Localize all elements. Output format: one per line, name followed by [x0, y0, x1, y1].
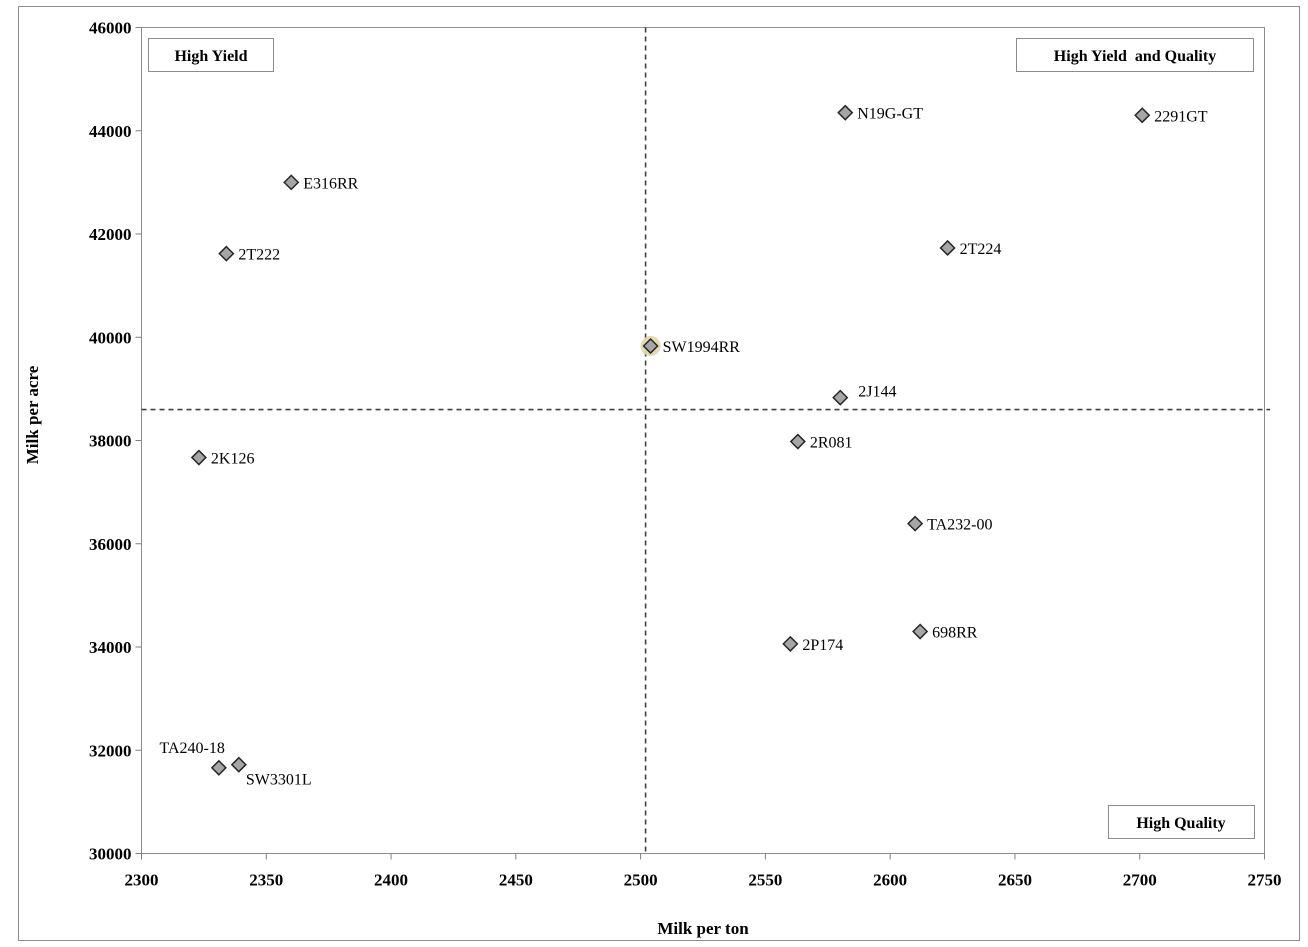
point-label: 2K126	[211, 451, 255, 468]
point-label: N19G-GT	[857, 106, 923, 123]
point-label: 698RR	[932, 625, 978, 642]
point-label: SW3301L	[246, 772, 312, 789]
quadrant-box-top-left	[148, 38, 274, 72]
x-tick-label: 2600	[873, 871, 907, 890]
y-tick-label: 46000	[89, 19, 132, 38]
x-axis: 2300 2350 2400 2450 2500 2550 2600 2650 2700 2750	[125, 853, 1282, 890]
x-tick-label: 2700	[1123, 871, 1157, 890]
point-label: E316RR	[303, 175, 358, 192]
reference-lines	[141, 27, 1270, 854]
quadrant-label-top-right: High Yield and Quality	[1016, 38, 1254, 72]
quadrant-label-high-yield-quality: High Yield and Quality	[1054, 48, 1216, 65]
y-axis-title: Milk per acre	[23, 365, 42, 464]
diamond-marker	[837, 104, 854, 121]
diamond-marker	[907, 515, 924, 532]
data-points: N19G-GT 2291GT E316RR 2T222 2T224 SW1994RR 2J1…	[159, 104, 1208, 789]
data-point: SW3301L	[230, 756, 312, 789]
diamond-marker	[210, 759, 227, 776]
x-tick-label: 2550	[748, 871, 782, 890]
y-tick-label: 40000	[89, 328, 132, 347]
data-point: TA232-00	[907, 515, 992, 534]
data-point: E316RR	[283, 174, 359, 192]
data-point: 2J144	[832, 384, 896, 406]
data-point: 2K126	[190, 449, 255, 468]
quadrant-box-top-right	[1016, 38, 1254, 72]
x-tick-label: 2500	[624, 871, 658, 890]
x-tick-label: 2450	[499, 871, 533, 890]
quadrant-label-top-left: High Yield	[148, 38, 274, 72]
diamond-marker	[642, 337, 659, 355]
y-tick-label: 42000	[89, 225, 132, 244]
y-tick-label: 34000	[89, 638, 132, 657]
point-label: TA232-00	[927, 517, 992, 534]
y-axis: 30000 32000 34000 36000 38000 40000 42000 44000…	[89, 19, 142, 864]
x-tick-label: 2400	[374, 871, 408, 890]
data-point: 2T222	[218, 245, 280, 264]
point-label: SW1994RR	[663, 339, 741, 356]
quadrant-label-high-yield: High Yield	[174, 48, 247, 65]
diamond-marker	[912, 623, 929, 640]
quadrant-label-high-quality: High Quality	[1136, 815, 1225, 832]
diamond-marker	[1134, 107, 1151, 124]
quadrant-label-bottom-right: High Quality	[1108, 805, 1255, 839]
x-axis-title: Milk per ton	[657, 919, 749, 938]
diamond-marker	[218, 245, 235, 262]
data-point: N19G-GT	[837, 104, 923, 123]
data-point: 698RR	[912, 623, 978, 642]
x-tick-label: 2650	[998, 871, 1032, 890]
data-point: 2291GT	[1134, 107, 1208, 125]
point-label: 2J144	[858, 384, 896, 401]
data-point: 2T224	[939, 239, 1002, 258]
y-tick-label: 38000	[89, 432, 132, 451]
point-label: 2P174	[802, 637, 843, 654]
diamond-marker	[939, 239, 956, 256]
point-label: 2T222	[238, 247, 280, 264]
diamond-marker	[832, 389, 849, 406]
data-point: SW1994RR	[640, 336, 741, 357]
x-tick-label: 2300	[125, 871, 159, 890]
diamond-marker	[190, 449, 207, 466]
data-point: 2R081	[789, 433, 853, 452]
x-tick-label: 2750	[1248, 871, 1282, 890]
diamond-marker	[789, 433, 806, 450]
point-label: 2291GT	[1154, 108, 1208, 125]
x-tick-label: 2350	[249, 871, 283, 890]
y-tick-label: 32000	[89, 741, 132, 760]
data-point: 2P174	[782, 635, 843, 654]
diamond-marker	[782, 635, 799, 652]
diamond-marker	[283, 174, 300, 191]
quadrant-box-bottom-right	[1108, 805, 1255, 839]
data-point: TA240-18	[159, 740, 227, 776]
y-tick-label: 30000	[89, 845, 132, 864]
point-label: TA240-18	[159, 740, 224, 757]
plot-area	[141, 27, 1265, 854]
y-tick-label: 44000	[89, 122, 132, 141]
point-label: 2T224	[960, 241, 1002, 258]
point-label: 2R081	[810, 435, 853, 452]
y-tick-label: 36000	[89, 535, 132, 554]
diamond-marker	[230, 756, 247, 773]
